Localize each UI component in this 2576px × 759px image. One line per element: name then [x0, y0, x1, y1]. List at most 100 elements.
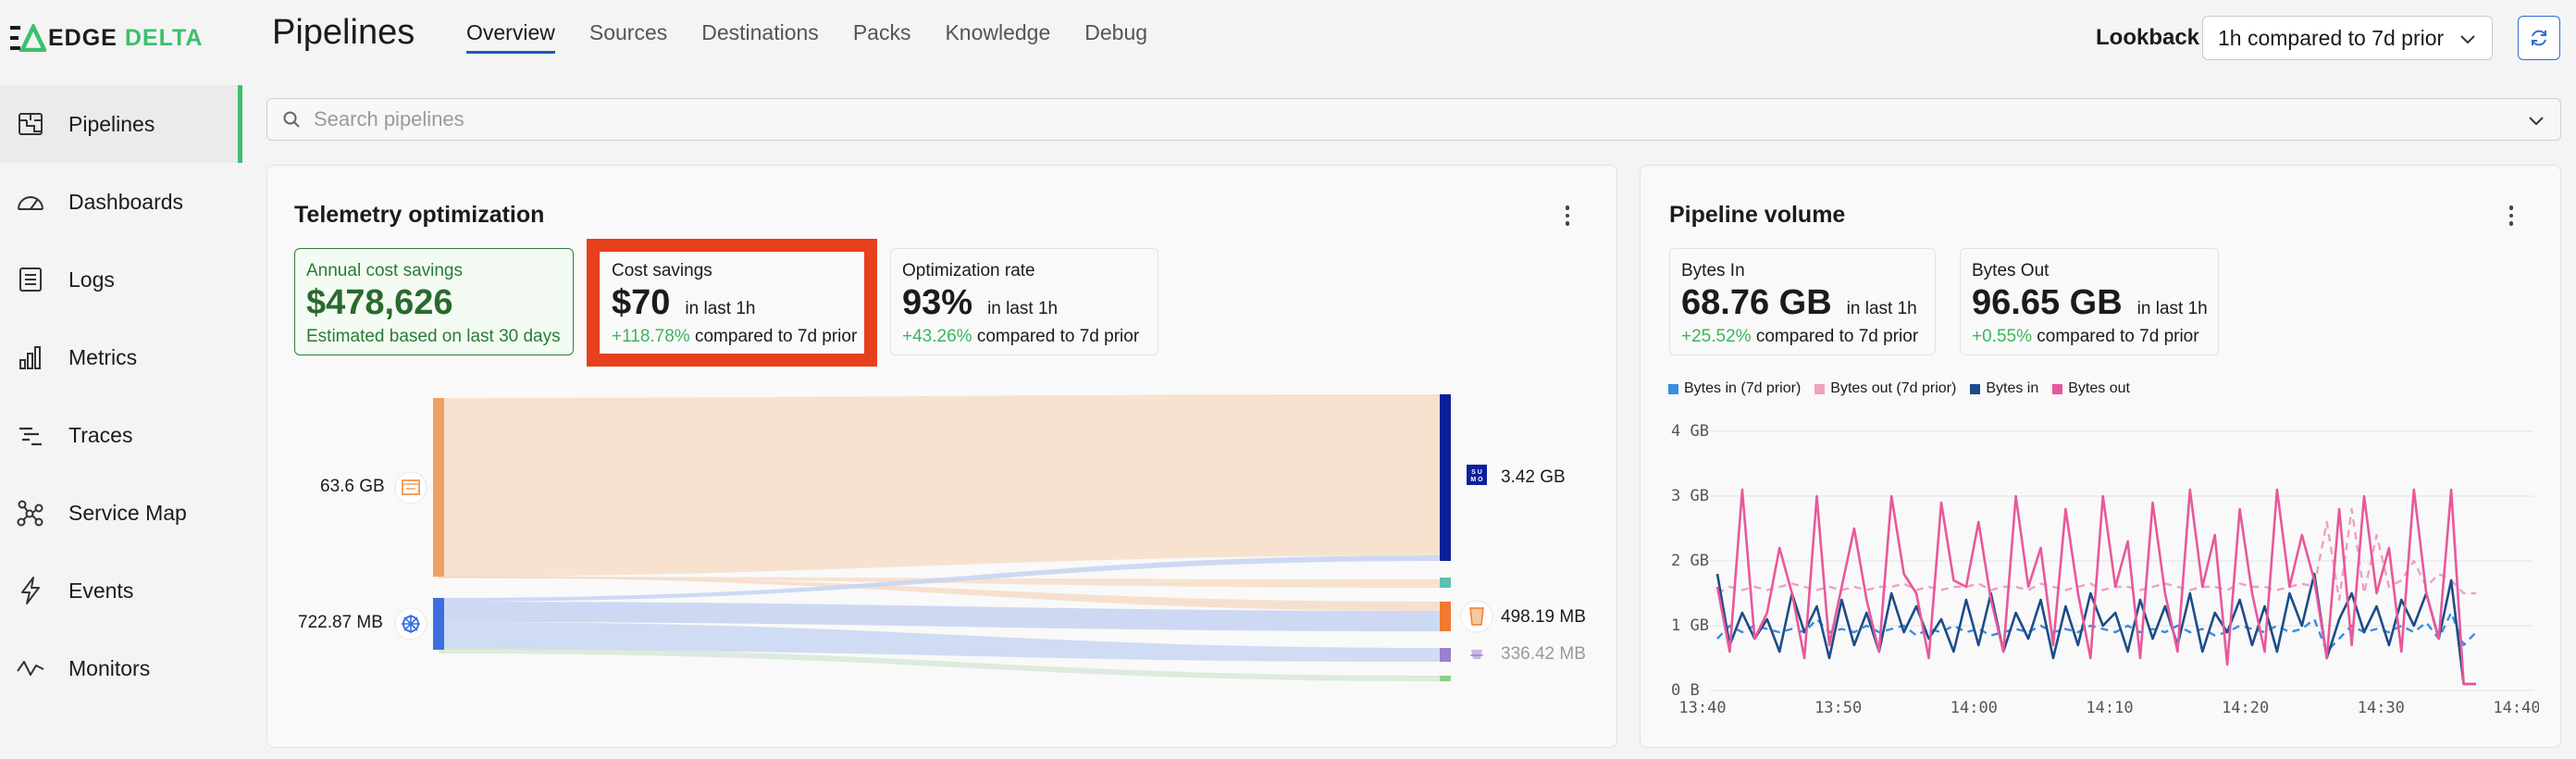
- sidebar-item-metrics[interactable]: Metrics: [0, 318, 242, 396]
- legend-item[interactable]: Bytes in: [1970, 380, 2038, 397]
- series-line-bytes-out-7d-prior: [1716, 507, 2476, 602]
- sidebar-item-label: Dashboards: [68, 189, 184, 214]
- sidebar-item-monitors[interactable]: Monitors: [0, 629, 242, 707]
- kubernetes-icon: [394, 607, 427, 641]
- bytes-out-value: 96.65 GB: [1972, 283, 2123, 322]
- lookback-select[interactable]: 1h compared to 7d prior: [2202, 16, 2493, 60]
- y-tick-label: 3 GB: [1671, 487, 1709, 505]
- source-node-file: [433, 398, 444, 577]
- bytes-in-period: in last 1h: [1846, 299, 1917, 318]
- dest-node-s3: [1440, 602, 1451, 631]
- sidebar: Pipelines Dashboards Logs Metrics Traces…: [0, 85, 242, 707]
- dest-node-sumo: [1440, 394, 1451, 561]
- x-tick-label: 14:30: [2358, 699, 2405, 717]
- dest-node-green: [1440, 676, 1451, 681]
- source-file-volume: 63.6 GB: [320, 477, 385, 496]
- sidebar-item-traces[interactable]: Traces: [0, 396, 242, 474]
- search-bar: [266, 98, 2561, 141]
- legend-item[interactable]: Bytes in (7d prior): [1668, 380, 1801, 397]
- flow-file-to-s3: [439, 576, 1440, 611]
- bar-chart-icon: [15, 342, 46, 373]
- refresh-button[interactable]: [2518, 16, 2560, 60]
- flow-k8s-to-splunk: [439, 622, 1440, 662]
- volume-more-menu-icon[interactable]: [2502, 202, 2520, 230]
- series-line-bytes-in: [1715, 572, 2476, 686]
- legend-item[interactable]: Bytes out (7d prior): [1814, 380, 1956, 397]
- dest-s3-volume: 498.19 MB: [1501, 607, 1586, 627]
- cost-savings-card: Cost savings $70 in last 1h +118.78% com…: [600, 248, 866, 355]
- bytes-out-period: in last 1h: [2136, 299, 2208, 318]
- annual-savings-value: $478,626: [306, 283, 453, 322]
- optimization-rate-card: Optimization rate 93% in last 1h +43.26%…: [890, 248, 1158, 355]
- optimization-rate-compare: compared to 7d prior: [976, 327, 1140, 346]
- dest-node-splunk: [1440, 648, 1451, 662]
- lightning-icon: [15, 575, 46, 606]
- sidebar-item-label: Pipelines: [68, 111, 155, 136]
- bytes-in-change: +25.52%: [1681, 327, 1752, 346]
- refresh-icon: [2532, 30, 2546, 46]
- sidebar-item-label: Metrics: [68, 344, 138, 369]
- svg-text:M O: M O: [1470, 477, 1483, 483]
- series-line-bytes-out: [1715, 488, 2476, 686]
- service-map-icon: [15, 497, 46, 529]
- pipeline-volume-line-chart: 0 B 1 GB 2 GB 3 GB 4 GB 13:40 13:50 14:00 14:10 1…: [1671, 422, 2539, 717]
- logs-icon: [15, 264, 46, 295]
- legend-item[interactable]: Bytes out: [2052, 380, 2130, 397]
- bytes-out-compare: compared to 7d prior: [2037, 327, 2199, 346]
- splunk-icon: [1470, 650, 1483, 659]
- s3-bucket-icon: [1460, 600, 1493, 633]
- legend-label: Bytes in: [1986, 380, 2039, 396]
- lookback-label: Lookback: [2096, 25, 2200, 50]
- search-input[interactable]: [314, 107, 2442, 131]
- tab-destinations[interactable]: Destinations: [701, 20, 819, 44]
- pipeline-volume-title: Pipeline volume: [1669, 202, 1846, 228]
- cost-savings-label: Cost savings: [612, 261, 712, 280]
- sidebar-item-label: Service Map: [68, 500, 187, 525]
- sidebar-item-pipelines[interactable]: Pipelines: [0, 85, 242, 163]
- source-kubernetes-volume: 722.87 MB: [298, 613, 383, 632]
- chevron-down-icon[interactable]: [2527, 111, 2545, 130]
- x-tick-label: 14:20: [2222, 699, 2269, 717]
- flow-k8s-to-sumo: [439, 555, 1440, 602]
- bytes-in-value: 68.76 GB: [1681, 283, 1832, 322]
- source-node-kubernetes: [433, 598, 444, 650]
- bytes-in-compare: compared to 7d prior: [1755, 327, 1919, 346]
- optimization-rate-change: +43.26%: [902, 327, 972, 346]
- sidebar-item-service-map[interactable]: Service Map: [0, 474, 242, 552]
- tab-debug[interactable]: Debug: [1084, 20, 1148, 44]
- bytes-in-card: Bytes In 68.76 GB in last 1h +25.52% com…: [1669, 248, 1936, 355]
- dest-sumo-volume: 3.42 GB: [1501, 467, 1566, 487]
- sidebar-item-label: Logs: [68, 267, 115, 292]
- x-tick-label: 14:00: [1951, 699, 1998, 717]
- annual-savings-label: Annual cost savings: [306, 261, 463, 280]
- cost-savings-compare: compared to 7d prior: [694, 327, 858, 346]
- telemetry-more-menu-icon[interactable]: [1558, 202, 1577, 230]
- sidebar-item-logs[interactable]: Logs: [0, 241, 242, 318]
- bytes-out-label: Bytes Out: [1972, 261, 2050, 280]
- logo-word-edge: EDGE: [48, 24, 118, 51]
- tab-knowledge[interactable]: Knowledge: [945, 20, 1051, 44]
- sidebar-item-dashboards[interactable]: Dashboards: [0, 163, 242, 241]
- x-tick-label: 14:40: [2493, 699, 2539, 717]
- logo-word-delta: DELTA: [124, 24, 204, 51]
- tab-overview[interactable]: Overview: [466, 20, 555, 54]
- cost-savings-value: $70: [612, 283, 671, 322]
- lookback-value: 1h compared to 7d prior: [2218, 25, 2445, 50]
- cost-savings-period: in last 1h: [685, 299, 756, 318]
- header-tabs: Overview Sources Destinations Packs Know…: [466, 20, 1182, 54]
- x-tick-label: 13:50: [1814, 699, 1862, 717]
- x-tick-label: 13:40: [1678, 699, 1726, 717]
- dest-node-teal: [1440, 578, 1451, 588]
- sidebar-item-label: Traces: [68, 422, 133, 447]
- edge-delta-logo-icon: [10, 24, 46, 52]
- y-tick-label: 4 GB: [1671, 422, 1709, 441]
- edge-delta-logo[interactable]: EDGE DELTA: [9, 22, 203, 54]
- bytes-in-label: Bytes In: [1681, 261, 1745, 280]
- page-title: Pipelines: [272, 13, 415, 52]
- search-icon: [283, 111, 300, 128]
- tab-packs[interactable]: Packs: [852, 20, 911, 44]
- y-tick-label: 2 GB: [1671, 552, 1709, 570]
- optimization-rate-label: Optimization rate: [902, 261, 1035, 280]
- tab-sources[interactable]: Sources: [588, 20, 668, 44]
- sidebar-item-events[interactable]: Events: [0, 552, 242, 629]
